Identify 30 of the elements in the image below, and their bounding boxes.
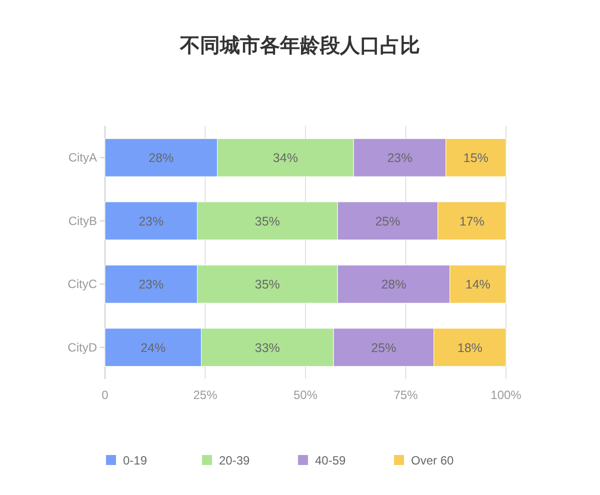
x-tick-label: 0 <box>102 388 109 402</box>
x-tick-label: 25% <box>193 388 218 402</box>
data-label: 23% <box>138 214 164 228</box>
y-tick-label: CityD <box>68 340 98 354</box>
data-label: 23% <box>387 151 412 166</box>
data-label: 14% <box>465 278 490 292</box>
x-tick-label: 100% <box>490 388 522 402</box>
legend-label: 0-19 <box>123 454 148 468</box>
data-label: 34% <box>272 151 298 166</box>
data-label: 24% <box>140 340 166 355</box>
data-label: 35% <box>254 214 280 228</box>
data-label: 25% <box>371 340 396 355</box>
y-tick-label: CityC <box>68 277 98 292</box>
data-label: 23% <box>138 278 164 292</box>
data-label: 15% <box>463 151 488 166</box>
data-label: 35% <box>254 278 280 292</box>
x-tick-label: 75% <box>394 388 418 402</box>
data-label: 33% <box>254 340 280 355</box>
x-tick-label: 50% <box>293 388 318 402</box>
title: 不同城市各年龄段人口占比 <box>180 35 420 57</box>
y-tick-label: CityB <box>68 214 97 228</box>
legend-label: Over 60 <box>411 454 454 468</box>
data-label: 28% <box>381 278 406 292</box>
legend-label: 20-39 <box>219 454 250 468</box>
data-label: 25% <box>375 214 400 228</box>
y-tick-label: CityA <box>68 150 97 165</box>
data-label: 18% <box>457 340 482 355</box>
data-label: 17% <box>459 214 484 228</box>
data-label: 28% <box>148 151 174 166</box>
legend-label: 40-59 <box>315 454 346 468</box>
